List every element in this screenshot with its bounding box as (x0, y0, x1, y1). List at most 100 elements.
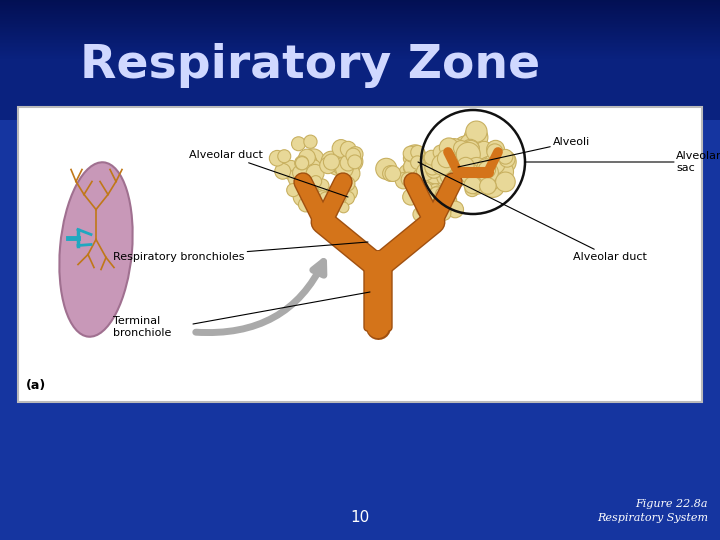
Circle shape (430, 186, 447, 204)
Circle shape (445, 156, 463, 174)
Bar (0, 1, 720, 2)
Circle shape (465, 164, 486, 185)
Circle shape (464, 177, 481, 194)
Circle shape (464, 126, 488, 149)
Circle shape (415, 191, 428, 203)
Bar (0, 56, 720, 57)
Text: (a): (a) (26, 379, 46, 392)
Circle shape (413, 207, 427, 221)
Bar (0, 27, 720, 28)
Circle shape (446, 159, 461, 174)
Bar (0, 22, 720, 23)
Bar (0, 39, 720, 40)
Bar (0, 29, 720, 30)
Bar (0, 41, 720, 42)
Circle shape (433, 145, 448, 160)
Circle shape (467, 158, 487, 178)
Circle shape (459, 142, 480, 163)
Circle shape (441, 180, 456, 195)
Circle shape (342, 165, 360, 183)
Circle shape (294, 156, 308, 170)
Circle shape (306, 189, 318, 200)
Circle shape (440, 163, 464, 186)
Circle shape (278, 150, 291, 163)
Circle shape (444, 159, 461, 176)
Circle shape (429, 187, 444, 201)
Circle shape (454, 140, 469, 156)
Circle shape (302, 187, 319, 204)
Circle shape (438, 150, 456, 168)
Circle shape (477, 169, 500, 192)
Circle shape (477, 159, 495, 177)
Bar (0, 46, 720, 47)
Circle shape (487, 144, 503, 160)
Bar (0, 480, 720, 540)
Bar (0, 53, 720, 54)
Circle shape (465, 182, 480, 197)
Circle shape (346, 148, 361, 163)
Bar (0, 58, 720, 59)
Circle shape (443, 139, 466, 161)
Circle shape (426, 161, 442, 178)
Circle shape (472, 151, 489, 167)
Bar (0, 50, 720, 51)
Circle shape (426, 188, 440, 203)
Circle shape (269, 151, 285, 166)
Circle shape (420, 192, 433, 206)
Text: Figure 22.8a: Figure 22.8a (636, 499, 708, 509)
Bar (0, 42, 720, 43)
Circle shape (293, 187, 313, 206)
Bar (0, 14, 720, 15)
Bar (0, 10, 720, 11)
Circle shape (342, 151, 363, 172)
Circle shape (292, 165, 308, 180)
Circle shape (451, 156, 466, 171)
Circle shape (306, 188, 321, 204)
Bar (0, 0, 720, 120)
Bar (0, 48, 720, 49)
Bar (0, 26, 720, 27)
Circle shape (448, 155, 466, 173)
Circle shape (492, 150, 516, 174)
Bar (0, 52, 720, 53)
Text: Terminal
bronchiole: Terminal bronchiole (113, 316, 171, 338)
Bar (0, 35, 720, 36)
Circle shape (481, 174, 505, 198)
Bar (0, 12, 720, 13)
Circle shape (348, 147, 363, 161)
Circle shape (454, 136, 477, 159)
Circle shape (323, 208, 336, 221)
Circle shape (306, 190, 320, 205)
Circle shape (299, 149, 315, 166)
Circle shape (304, 135, 317, 148)
Circle shape (403, 158, 421, 177)
Circle shape (404, 158, 420, 176)
Bar (0, 17, 720, 18)
Bar (0, 0, 720, 1)
Circle shape (401, 172, 415, 187)
Bar (0, 13, 720, 14)
Circle shape (405, 147, 420, 163)
Circle shape (457, 157, 474, 174)
Circle shape (466, 172, 488, 194)
Circle shape (480, 178, 496, 194)
Circle shape (288, 169, 306, 187)
Text: Alveolar
sac: Alveolar sac (676, 151, 720, 173)
Circle shape (433, 193, 444, 203)
Text: Respiratory bronchioles: Respiratory bronchioles (113, 242, 368, 262)
Circle shape (410, 145, 425, 159)
Circle shape (325, 201, 336, 212)
Bar (0, 21, 720, 22)
Circle shape (436, 188, 446, 199)
Circle shape (425, 163, 446, 184)
Circle shape (340, 155, 356, 171)
Circle shape (348, 155, 361, 169)
Bar (0, 54, 720, 55)
Circle shape (298, 197, 313, 212)
Circle shape (295, 157, 309, 170)
Circle shape (416, 173, 432, 188)
Bar (0, 16, 720, 17)
Bar (0, 43, 720, 44)
Bar (0, 19, 720, 20)
Circle shape (423, 159, 444, 180)
